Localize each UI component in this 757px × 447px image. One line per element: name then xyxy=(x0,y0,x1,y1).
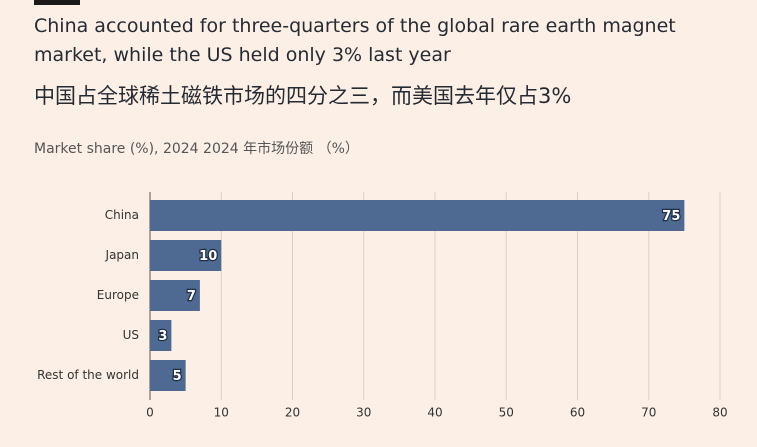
value-label: 7 xyxy=(187,289,196,304)
value-label: 5 xyxy=(173,369,182,384)
bar xyxy=(150,240,222,271)
x-tick-label: 0 xyxy=(146,406,154,420)
value-label: 10 xyxy=(199,249,217,264)
y-tick-label: US xyxy=(123,328,139,342)
x-tick-label: 80 xyxy=(712,406,727,420)
x-tick-label: 20 xyxy=(285,406,300,420)
x-tick-label: 40 xyxy=(427,406,442,420)
bar xyxy=(150,360,186,391)
x-tick-label: 70 xyxy=(641,406,656,420)
chart-title: China accounted for three-quarters of th… xyxy=(34,15,676,66)
y-tick-label: Rest of the world xyxy=(37,368,139,382)
value-label: 3 xyxy=(158,329,167,344)
y-tick-label: Japan xyxy=(105,248,139,262)
axis-label: Market share (%), 2024 2024 年市场份额 （%） xyxy=(34,141,359,157)
y-tick-label: China xyxy=(105,208,139,222)
value-label: 75 xyxy=(662,209,680,224)
x-tick-label: 50 xyxy=(499,406,514,420)
x-tick-label: 30 xyxy=(356,406,371,420)
chart-subtitle: 中国占全球稀土磁铁市场的四分之三，而美国去年仅占3% xyxy=(34,84,572,108)
bar xyxy=(150,320,172,351)
x-tick-label: 10 xyxy=(214,406,229,420)
y-tick-label: Europe xyxy=(97,288,139,302)
bar xyxy=(150,200,685,231)
logo-bar xyxy=(34,0,80,5)
bar xyxy=(150,280,200,311)
x-tick-label: 60 xyxy=(570,406,585,420)
